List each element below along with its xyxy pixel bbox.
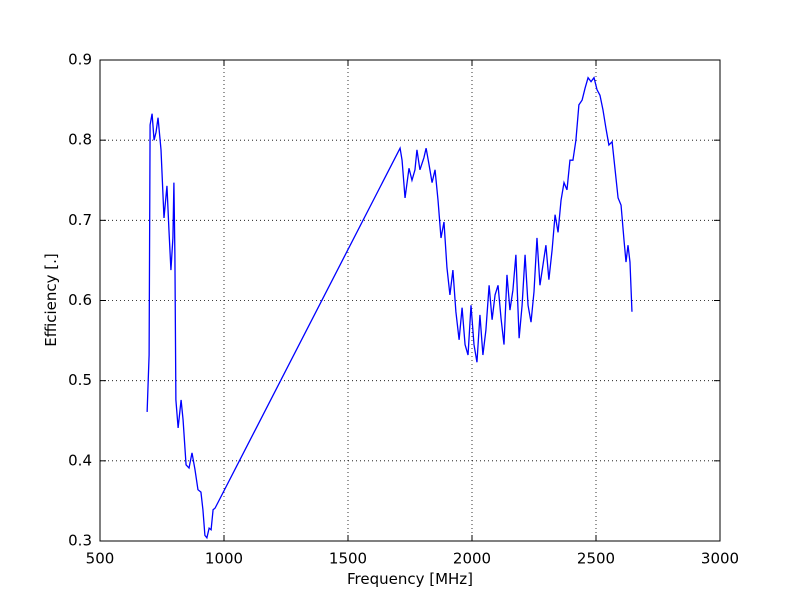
x-tick-label: 2000	[453, 550, 491, 568]
x-tick-label: 1000	[205, 550, 243, 568]
x-tick-label: 3000	[701, 550, 739, 568]
line	[146, 76, 633, 540]
y-tick-label: 0.8	[68, 131, 92, 149]
y-tick-label: 0.5	[68, 371, 92, 389]
y-tick-label: 0.6	[68, 291, 92, 309]
y-axis-label: Efficiency [.]	[42, 253, 60, 347]
x-tick-label: 500	[86, 550, 115, 568]
y-tick-label: 0.4	[68, 451, 92, 469]
x-axis-label: Frequency [MHz]	[347, 570, 473, 588]
plot-frame	[99, 59, 721, 542]
x-tick-label: 1500	[329, 550, 367, 568]
y-tick-label: 0.9	[68, 51, 92, 69]
x-tick-label: 2500	[577, 550, 615, 568]
y-tick-label: 0.7	[68, 211, 92, 229]
y-tick-label: 0.3	[68, 532, 92, 550]
